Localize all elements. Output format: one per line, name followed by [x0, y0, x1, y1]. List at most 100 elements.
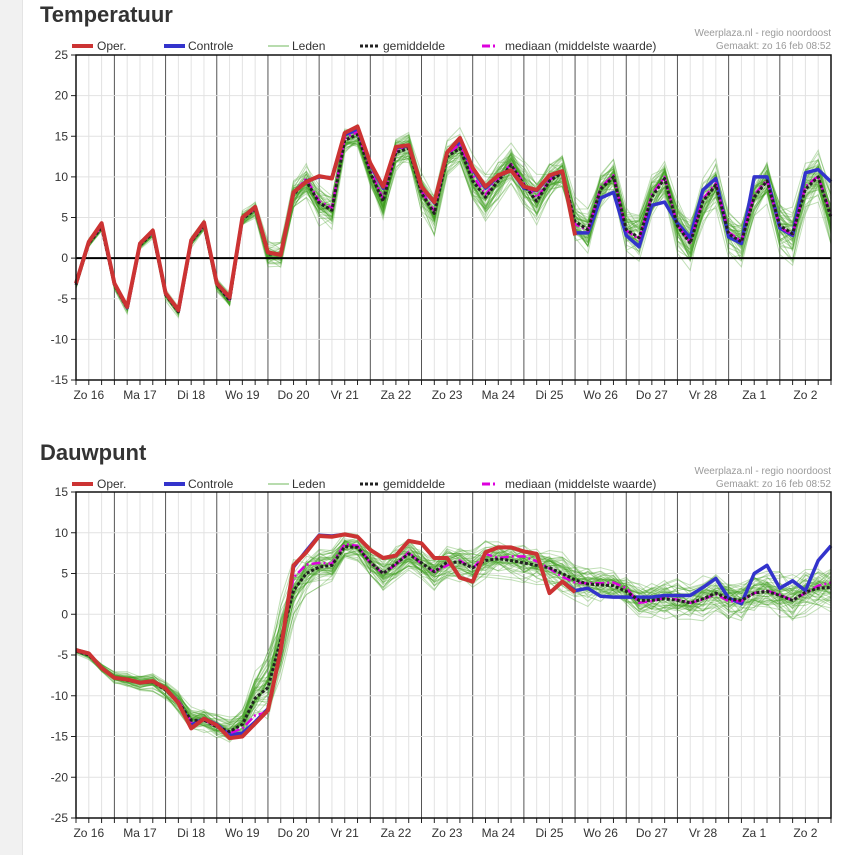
- x-tick-label: Vr 21: [331, 826, 360, 840]
- oper-line: [75, 532, 577, 741]
- x-tick-label: Do 27: [636, 826, 668, 840]
- member-line: [75, 548, 832, 735]
- x-tick-label: Di 18: [177, 826, 205, 840]
- member-line: [75, 554, 832, 738]
- x-tick-label: Do 20: [278, 388, 310, 402]
- x-tick-label: Zo 23: [432, 826, 463, 840]
- x-tick-label: Di 25: [535, 388, 563, 402]
- y-tick-label: 15: [55, 485, 69, 499]
- y-tick-label: -15: [51, 373, 69, 387]
- x-tick-label: Do 20: [278, 826, 310, 840]
- plot-frame: [75, 54, 832, 381]
- member-line: [75, 539, 832, 732]
- y-tick-label: -15: [51, 730, 69, 744]
- y-tick-label: 5: [61, 567, 68, 581]
- x-tick-label: Za 1: [742, 826, 766, 840]
- member-line: [75, 548, 832, 732]
- y-tick-label: 10: [55, 170, 69, 184]
- legend-mean-label: gemiddelde: [383, 477, 445, 491]
- y-tick-label: -10: [51, 689, 69, 703]
- member-line: [75, 128, 832, 314]
- member-line: [75, 141, 832, 314]
- x-tick-label: Wo 26: [583, 826, 618, 840]
- x-tick-label: Do 27: [636, 388, 668, 402]
- x-tick-label: Zo 23: [432, 388, 463, 402]
- chart-title-dewpoint: Dauwpunt: [40, 440, 147, 465]
- member-line: [75, 129, 832, 314]
- x-tick-label: Wo 26: [583, 388, 618, 402]
- x-tick-label: Ma 24: [482, 826, 516, 840]
- x-tick-label: Vr 21: [331, 388, 360, 402]
- y-tick-label: 25: [55, 48, 69, 62]
- member-line: [75, 544, 832, 726]
- legend-mean-label: gemiddelde: [383, 39, 445, 53]
- x-tick-label: Za 22: [381, 826, 412, 840]
- median-line: [74, 130, 833, 313]
- member-line: [75, 141, 832, 314]
- member-line: [75, 138, 832, 319]
- credit-source: Weerplaza.nl - regio noordoost: [694, 28, 831, 39]
- y-tick-label: 10: [55, 526, 69, 540]
- x-tick-label: Ma 24: [482, 388, 516, 402]
- y-tick-label: 0: [61, 607, 68, 621]
- x-tick-label: Zo 2: [793, 388, 817, 402]
- legend: Oper. Controle Leden gemiddelde mediaan …: [72, 477, 656, 491]
- y-tick-label: -20: [51, 770, 69, 784]
- y-tick-label: 0: [61, 251, 68, 265]
- x-tick-label: Za 1: [742, 388, 766, 402]
- member-line: [75, 539, 832, 737]
- x-tick-label: Zo 16: [73, 388, 104, 402]
- member-line: [75, 540, 832, 733]
- legend-members-label: Leden: [292, 39, 325, 53]
- member-line: [75, 540, 832, 726]
- x-tick-label: Ma 17: [123, 388, 157, 402]
- member-line: [75, 555, 832, 736]
- legend-median-label: mediaan (middelste waarde): [505, 477, 656, 491]
- mean-line: [74, 133, 833, 314]
- member-line: [75, 535, 832, 718]
- x-tick-label: Vr 28: [689, 388, 718, 402]
- x-tick-label: Di 18: [177, 388, 205, 402]
- y-tick-label: -25: [51, 811, 69, 825]
- plot-frame: [75, 491, 832, 819]
- legend-median-label: mediaan (middelste waarde): [505, 39, 656, 53]
- credit-made: Gemaakt: zo 16 feb 08:52: [716, 41, 832, 52]
- member-line: [75, 546, 832, 734]
- credit-made: Gemaakt: zo 16 feb 08:52: [716, 479, 832, 490]
- member-line: [75, 534, 832, 733]
- member-line: [75, 553, 832, 737]
- member-line: [75, 543, 832, 728]
- member-line: [75, 138, 832, 312]
- dewpoint-plot: 15 10 5 0 -5 -10 -15 -20 -25 Zo 16 Ma 17 Di 18 Wo 19…: [51, 485, 833, 840]
- y-tick-label: 5: [61, 211, 68, 225]
- x-tick-label: Zo 2: [793, 826, 817, 840]
- legend-control-label: Controle: [188, 477, 234, 491]
- members-group: [75, 532, 832, 743]
- x-tick-label: Za 22: [381, 388, 412, 402]
- legend: Oper. Controle Leden gemiddelde mediaan …: [72, 39, 656, 53]
- x-tick-label: Di 25: [535, 826, 563, 840]
- left-sidebar-strip: [0, 0, 23, 855]
- member-line: [75, 544, 832, 724]
- x-tick-label: Ma 17: [123, 826, 157, 840]
- y-tick-label: -10: [51, 332, 69, 346]
- member-line: [75, 549, 832, 731]
- temperature-plot: 25 20 15 10 5 0 -5 -10 -15 Zo 16 Ma 17 Di 18 Wo 19 Do…: [51, 48, 833, 402]
- member-line: [75, 137, 832, 315]
- y-tick-label: -5: [57, 648, 68, 662]
- y-tick-label: -5: [57, 292, 68, 306]
- legend-oper-label: Oper.: [97, 477, 126, 491]
- member-line: [75, 139, 832, 315]
- member-line: [75, 140, 832, 312]
- y-tick-label: 20: [55, 89, 69, 103]
- y-tick-label: 15: [55, 129, 69, 143]
- member-line: [75, 134, 832, 318]
- x-tick-label: Zo 16: [73, 826, 104, 840]
- chart-title-temperature: Temperatuur: [40, 2, 173, 27]
- member-line: [75, 538, 832, 734]
- x-tick-label: Wo 19: [225, 388, 260, 402]
- legend-oper-label: Oper.: [97, 39, 126, 53]
- legend-members-label: Leden: [292, 477, 325, 491]
- member-line: [75, 137, 832, 316]
